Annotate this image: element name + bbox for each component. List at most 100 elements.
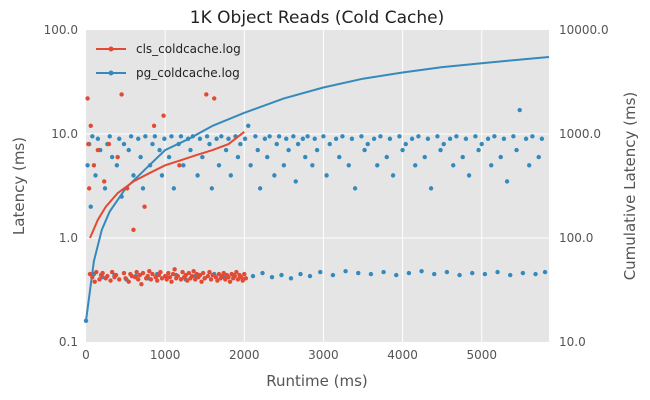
point-pg [288, 276, 294, 281]
point-pg [394, 272, 399, 278]
point-pg [305, 134, 310, 139]
point-pg [419, 268, 424, 274]
point-pg [276, 134, 282, 139]
point-cls [167, 274, 173, 280]
point-cls [137, 272, 143, 278]
point-pg [346, 163, 351, 168]
point-pg [447, 136, 453, 141]
point-pg [274, 141, 279, 147]
y-tick-label: 100.0 [44, 23, 78, 37]
point-pg [169, 134, 174, 139]
point-cls [169, 279, 174, 284]
point-pg [223, 147, 229, 153]
point-cls [153, 274, 158, 280]
point-pg [530, 134, 535, 139]
point-pg [520, 270, 526, 276]
point-pg [95, 136, 101, 141]
chart-marks [83, 56, 550, 323]
point-pg [349, 136, 355, 141]
x-tick-label: 3000 [308, 348, 339, 362]
point-pg [291, 134, 296, 139]
point-pg [378, 134, 383, 139]
point-pg [109, 154, 115, 160]
point-pg [511, 134, 516, 139]
point-cls [162, 273, 168, 279]
point-cls [212, 96, 217, 101]
point-cls [161, 113, 166, 118]
x-tick-label: 1000 [150, 348, 181, 362]
point-pg [136, 136, 141, 141]
point-pg [463, 136, 469, 141]
point-cls [113, 272, 119, 278]
point-pg [272, 173, 277, 178]
point-pg [470, 270, 475, 276]
point-pg [371, 136, 377, 141]
cumulative-line-cls [89, 131, 245, 239]
point-cls [234, 269, 239, 275]
point-pg [352, 186, 358, 191]
point-cls [240, 278, 245, 283]
point-cls [100, 270, 105, 276]
point-pg [262, 136, 268, 141]
point-cls [229, 271, 234, 277]
x-tick-label: 2000 [229, 348, 260, 362]
point-cls [151, 123, 157, 128]
point-cls [121, 270, 127, 276]
point-pg [303, 154, 308, 160]
point-pg [107, 134, 112, 139]
y2-tick-label: 10000.0 [559, 23, 609, 37]
point-pg [310, 163, 315, 168]
point-cls [139, 281, 144, 287]
point-cls [177, 163, 182, 168]
grid [86, 30, 549, 342]
point-pg [102, 186, 108, 191]
point-cls [232, 273, 237, 279]
point-pg [413, 163, 418, 168]
point-pg [432, 271, 437, 277]
legend-label-pg: pg_coldcache.log [136, 66, 240, 80]
point-cls [131, 227, 136, 232]
point-cls [136, 277, 141, 282]
point-cls [94, 269, 99, 275]
point-pg [492, 134, 497, 139]
point-cls [170, 271, 176, 277]
point-cls [238, 274, 244, 280]
point-pg [166, 154, 172, 160]
point-cls [186, 270, 192, 276]
point-pg [200, 154, 205, 160]
point-pg [246, 123, 251, 128]
point-pg [466, 173, 472, 178]
point-pg [333, 136, 339, 141]
x-tick-label: 4000 [387, 348, 418, 362]
point-pg [400, 147, 405, 153]
point-pg [416, 134, 421, 139]
point-pg [365, 141, 370, 147]
point-pg [279, 272, 284, 278]
point-cls [204, 92, 209, 97]
point-pg [257, 186, 263, 191]
point-cls [145, 273, 150, 279]
point-pg [90, 134, 95, 139]
point-cls [164, 277, 169, 282]
point-cls [85, 96, 90, 101]
point-pg [248, 163, 253, 168]
point-cls [97, 277, 102, 282]
point-pg [318, 269, 323, 275]
point-cls [87, 271, 93, 277]
point-cls [102, 179, 107, 184]
point-pg [482, 271, 488, 277]
point-cls [227, 279, 233, 284]
point-cls [197, 272, 203, 278]
point-cls [216, 271, 222, 277]
point-pg [228, 173, 234, 178]
point-cls [117, 277, 122, 282]
point-pg [536, 154, 541, 160]
point-pg [226, 136, 231, 141]
point-pg [460, 154, 465, 160]
point-pg [197, 136, 203, 141]
point-cls [88, 123, 93, 128]
point-cls [91, 163, 97, 168]
point-pg [181, 163, 186, 168]
point-pg [504, 179, 510, 184]
point-cls [95, 147, 101, 153]
